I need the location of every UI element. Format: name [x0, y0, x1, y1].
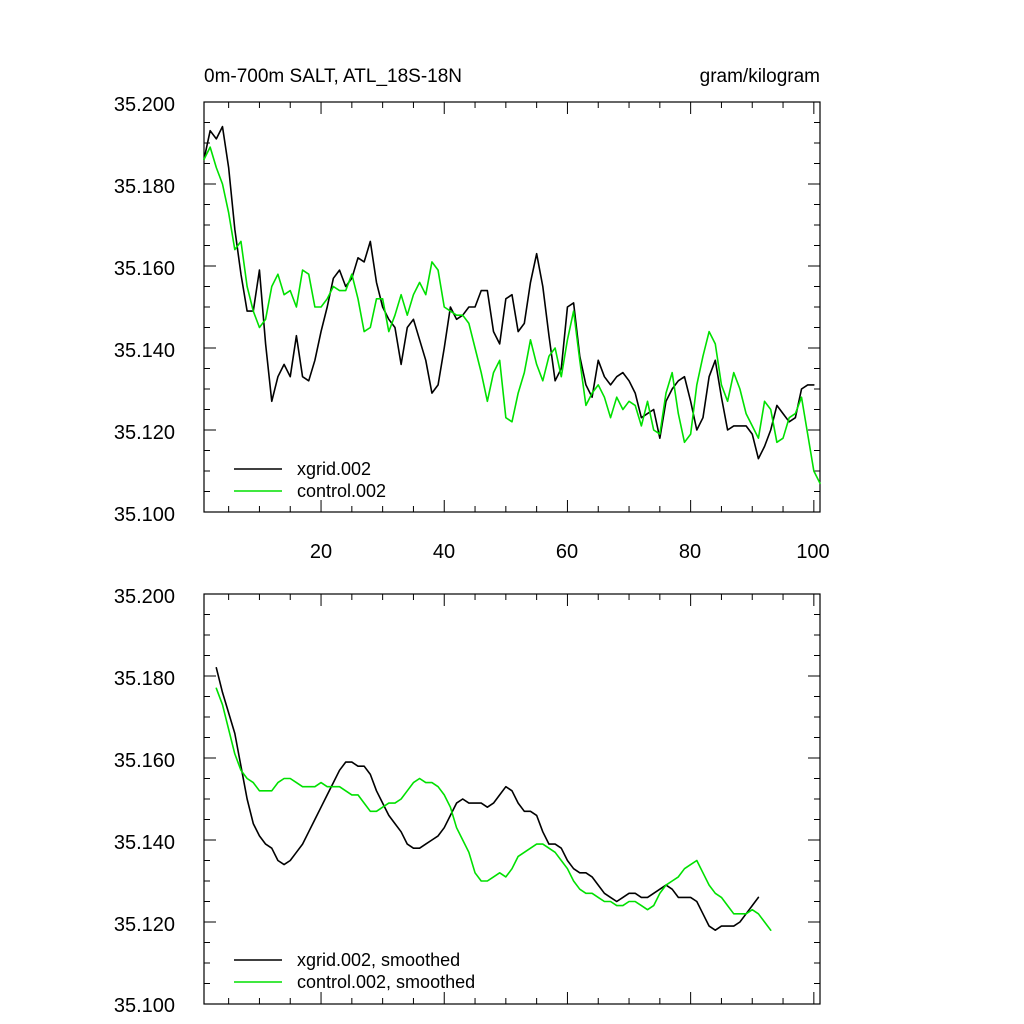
series-line-control-002 — [203, 146, 821, 485]
top-plot-frame — [203, 101, 821, 513]
legend-label-xgrid: xgrid.002 — [297, 459, 371, 479]
top-x-tick-label: 40 — [433, 541, 455, 563]
top-series-lines — [203, 125, 821, 485]
bottom-y-tick-label: 35.140 — [114, 832, 175, 854]
top-panel-title: 0m-700m SALT, ATL_18S-18N — [204, 66, 462, 87]
top-y-tick-label: 35.160 — [114, 258, 175, 280]
legend-label-xgrid-smoothed: xgrid.002, smoothed — [297, 950, 460, 970]
series-line-xgrid-002 — [203, 125, 815, 460]
bottom-legend: xgrid.002, smoothed control.002, smoothe… — [234, 950, 475, 992]
top-y-tick-label: 35.180 — [114, 176, 175, 198]
top-y-tick-label: 35.200 — [114, 94, 175, 116]
series-line-xgrid-002-smoothed — [215, 666, 760, 932]
bottom-y-tick-label: 35.180 — [114, 668, 175, 690]
legend-label-control-smoothed: control.002, smoothed — [297, 972, 475, 992]
bottom-y-tick-label: 35.200 — [114, 586, 175, 608]
bottom-plot-frame — [203, 593, 821, 1005]
top-x-tick-label: 20 — [310, 541, 332, 563]
top-y-tick-label: 35.140 — [114, 340, 175, 362]
top-y-tick-label: 35.120 — [114, 422, 175, 444]
top-x-tick-label: 80 — [679, 541, 701, 563]
top-panel-units: gram/kilogram — [700, 66, 820, 87]
series-line-control-002-smoothed — [215, 687, 772, 932]
top-legend: xgrid.002 control.002 — [234, 459, 386, 501]
top-y-tick-label: 35.100 — [114, 504, 175, 526]
legend-label-control: control.002 — [297, 481, 386, 501]
top-panel: 0m-700m SALT, ATL_18S-18N gram/kilogram … — [114, 66, 830, 563]
bottom-series-lines — [215, 666, 772, 932]
bottom-y-tick-label: 35.120 — [114, 914, 175, 936]
bottom-gridticks — [204, 593, 820, 1005]
bottom-y-tick-label: 35.100 — [114, 995, 175, 1017]
top-x-tick-label: 60 — [556, 541, 578, 563]
top-x-tick-label: 100 — [796, 541, 829, 563]
bottom-panel: 35.200 35.180 35.160 35.140 35.120 35.10… — [114, 586, 821, 1017]
bottom-y-tick-label: 35.160 — [114, 750, 175, 772]
